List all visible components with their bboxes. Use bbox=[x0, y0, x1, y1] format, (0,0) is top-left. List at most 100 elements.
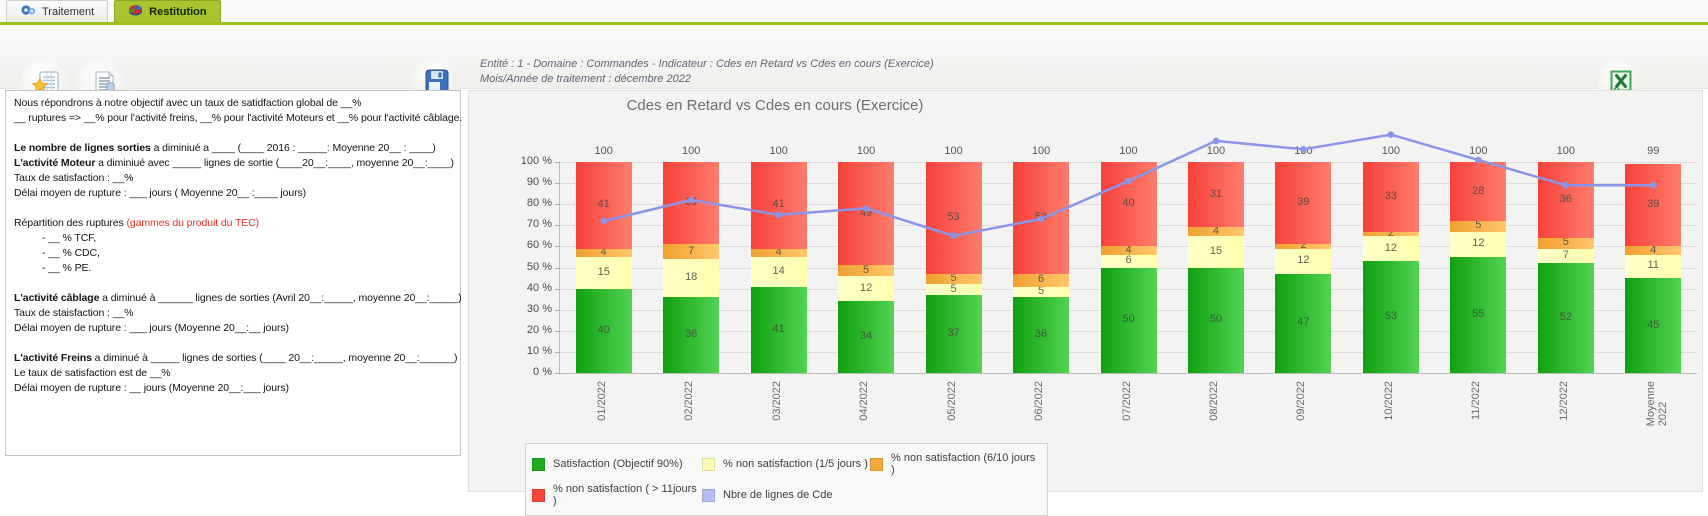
pie-chart-icon bbox=[128, 4, 143, 19]
segment-value-label: 47 bbox=[1297, 316, 1310, 329]
legend-item: % non satisfaction (1/5 jours ) bbox=[702, 452, 870, 476]
segment-value-label: 2 bbox=[1300, 239, 1307, 252]
bar-segment: 4 bbox=[575, 245, 632, 258]
bar-segment: 4 bbox=[750, 245, 807, 258]
segment-value-label: 6 bbox=[1125, 254, 1132, 267]
bar-total-label: 100 bbox=[1469, 145, 1488, 157]
note-text: L'activité Moteur bbox=[14, 157, 96, 169]
save-disk-icon bbox=[423, 67, 451, 98]
y-axis-label: 20 % bbox=[526, 323, 552, 336]
note-text: L'activité Freins bbox=[14, 352, 92, 364]
note-line: - __ % TCF, bbox=[14, 231, 452, 246]
note-line: Le taux de satisfaction est de __% bbox=[14, 366, 452, 381]
note-text: - __ % PE. bbox=[42, 262, 92, 274]
bar-segment: 50 bbox=[1100, 267, 1157, 373]
segment-value-label: 36 bbox=[1034, 328, 1048, 341]
legend-item: Satisfaction (Objectif 90%) bbox=[532, 452, 702, 476]
note-text: - __ % TCF, bbox=[42, 232, 97, 244]
segment-value-label: 50 bbox=[1209, 313, 1223, 326]
bar-segment: 34 bbox=[838, 301, 895, 373]
x-axis-label: 08/2022 bbox=[1207, 381, 1220, 421]
y-axis-tick bbox=[555, 330, 560, 332]
x-axis-label: 03/2022 bbox=[770, 381, 783, 421]
y-axis-tick bbox=[555, 162, 560, 163]
segment-value-label: 15 bbox=[597, 265, 610, 278]
bar-segment: 6 bbox=[1100, 254, 1157, 268]
bar-total-label: 100 bbox=[594, 145, 613, 157]
segment-value-label: 7 bbox=[688, 244, 695, 257]
tab-bar: Traitement Restitution bbox=[0, 0, 1708, 22]
x-axis-label: 09/2022 bbox=[1295, 381, 1308, 421]
note-line bbox=[14, 276, 452, 291]
tab-restitution[interactable]: Restitution bbox=[114, 0, 221, 22]
legend-item: Nbre de lignes de Cde bbox=[702, 483, 870, 507]
gears-icon bbox=[20, 4, 36, 19]
y-axis-label: 0 % bbox=[533, 366, 552, 378]
y-axis-tick bbox=[555, 204, 560, 206]
x-axis-label: 12/2022 bbox=[1557, 381, 1570, 421]
segment-value-label: 40 bbox=[1122, 197, 1135, 210]
bar-segment: 55 bbox=[1450, 256, 1507, 373]
note-line: Taux de staisfaction : __% bbox=[14, 306, 452, 321]
legend-swatch bbox=[532, 457, 545, 471]
note-line bbox=[14, 201, 452, 216]
chart-plot-area: 0 % 10 % 20 % 30 % 40 % 50 % 60 % 70 % 80 % 90 % 1… bbox=[521, 131, 1697, 426]
legend-label: % non satisfaction (6/10 jours ) bbox=[891, 452, 1036, 476]
bar-07-2022: 50 6 4 40 bbox=[1100, 162, 1157, 373]
y-axis-label: 30 % bbox=[526, 302, 552, 315]
chart-panel: Cdes en Retard vs Cdes en cours (Exercic… bbox=[468, 90, 1703, 516]
bar-segment: 4 bbox=[1100, 244, 1157, 256]
legend-item: % non satisfaction (6/10 jours ) bbox=[870, 452, 1041, 476]
bar-segment: 5 bbox=[1450, 219, 1507, 232]
bar-segment: 47 bbox=[1275, 273, 1332, 373]
note-line: Taux de satisfaction : __% bbox=[14, 171, 452, 186]
note-text: L'activité câblage bbox=[14, 292, 100, 304]
bar-segment: 40 bbox=[575, 288, 632, 373]
notes-panel[interactable]: Nous répondrons à notre objectif avec un… bbox=[5, 90, 462, 456]
bar-total-label: 100 bbox=[1119, 145, 1138, 157]
segment-value-label: 4 bbox=[775, 245, 782, 258]
segment-value-label: 11 bbox=[1647, 259, 1659, 272]
bar-segment: 2 bbox=[1275, 239, 1332, 251]
segment-value-label: 12 bbox=[859, 281, 873, 294]
bar-06-2022: 365653 bbox=[1013, 162, 1070, 373]
bar-10-2022: 53 12 2 33 bbox=[1362, 162, 1419, 373]
bar-total-label: 100 bbox=[1381, 145, 1401, 157]
segment-value-label: 4 bbox=[600, 245, 607, 258]
bar-segment: 4 bbox=[1187, 225, 1244, 237]
segment-value-label: 45 bbox=[1647, 318, 1660, 331]
segment-value-label: 6 bbox=[1037, 273, 1045, 286]
bar-09-2022: 47 12 2 39 bbox=[1275, 162, 1332, 373]
tab-traitement[interactable]: Traitement bbox=[6, 0, 109, 22]
segment-value-label: 33 bbox=[1384, 189, 1397, 202]
tab-label: Traitement bbox=[42, 5, 95, 18]
x-axis-label: 07/2022 bbox=[1120, 381, 1133, 421]
segment-value-label: 39 bbox=[1297, 196, 1310, 209]
bar-segment: 5 bbox=[925, 272, 982, 285]
segment-value-label: 36 bbox=[1559, 192, 1572, 205]
bar-segment: 41 bbox=[575, 162, 632, 249]
note-text: Répartition des ruptures bbox=[14, 217, 127, 229]
segment-value-label: 12 bbox=[1384, 241, 1397, 254]
bar-segment: 50 bbox=[1187, 267, 1244, 373]
bar-segment: 52 bbox=[1537, 263, 1594, 373]
bar-segment: 40 bbox=[1100, 162, 1157, 247]
segment-value-label: 12 bbox=[1472, 237, 1485, 250]
bar-total-label: 100 bbox=[1556, 145, 1575, 157]
note-line: __ ruptures => __% pour l'activité frein… bbox=[14, 111, 462, 126]
bar-segment: 39 bbox=[1275, 162, 1332, 245]
bar-segment: 36 bbox=[1013, 297, 1070, 373]
segment-value-label: 5 bbox=[1475, 219, 1482, 232]
note-line: Délai moyen de rupture : ___ jours ( Moy… bbox=[14, 186, 452, 201]
x-axis-label: 02/2022 bbox=[683, 381, 696, 421]
note-line: - __ % CDC, bbox=[14, 246, 452, 261]
note-text: Nous répondrons à notre objectif avec un… bbox=[14, 97, 362, 109]
bar-segment: 5 bbox=[838, 264, 895, 276]
legend-label: Satisfaction (Objectif 90%) bbox=[553, 458, 683, 470]
bar-moyenne-2022: 45 11 4 39 bbox=[1625, 162, 1682, 373]
bar-segment: 41 bbox=[750, 286, 807, 373]
segment-value-label: 37 bbox=[947, 326, 960, 339]
bar-segment: 7 bbox=[663, 244, 720, 260]
bar-segment: 12 bbox=[838, 275, 895, 302]
